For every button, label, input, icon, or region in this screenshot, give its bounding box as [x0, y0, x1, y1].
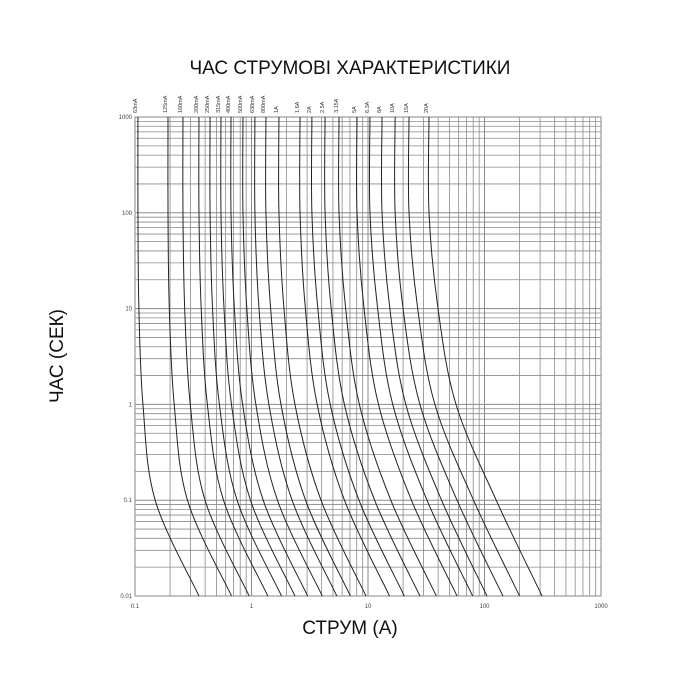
- fuse-curve-10A: [394, 116, 504, 597]
- fuse-curve-6.3A: [368, 116, 474, 597]
- chart-title: ЧАС СТРУМОВІ ХАРАКТЕРИСТИКИ: [189, 58, 511, 79]
- y-tick-label: 100: [122, 211, 133, 217]
- curve-label: 2A: [307, 106, 313, 113]
- curve-label: 2.5A: [320, 101, 326, 113]
- curve-label: 1.6A: [295, 101, 301, 113]
- fuse-curve-2A: [310, 116, 405, 597]
- y-tick-label: 0.01: [120, 594, 132, 600]
- y-tick-label: 1000: [119, 115, 133, 121]
- curve-label: 1A: [274, 106, 280, 113]
- fuse-curve-15A: [407, 116, 521, 597]
- fuse-curve-1.6A: [299, 116, 390, 597]
- curve-label: 15A: [404, 103, 410, 113]
- curve-label: 500mA: [238, 95, 244, 113]
- fuse-curve-500mA: [242, 116, 323, 597]
- curve-label: 200mA: [194, 95, 200, 113]
- x-tick-label: 100: [479, 604, 490, 610]
- curve-label: 10A: [390, 103, 396, 113]
- fuse-curve-63mA: [137, 116, 200, 597]
- curve-label: 400mA: [226, 95, 232, 113]
- fuse-curve-315mA: [220, 116, 296, 597]
- fuse-curve-20A: [427, 116, 543, 597]
- fuse-curve-200mA: [198, 116, 269, 597]
- x-tick-label: 0.1: [131, 604, 140, 610]
- fuse-curve-125mA: [167, 116, 232, 597]
- fuse-curve-160mA: [182, 116, 250, 597]
- x-tick-label: 1: [250, 604, 254, 610]
- y-tick-label: 1: [129, 402, 133, 408]
- y-tick-label: 0.1: [124, 498, 133, 504]
- fuse-curve-630mA: [254, 116, 338, 597]
- fuse-curve-3.15A: [338, 116, 437, 597]
- curve-label: 3.15A: [334, 98, 340, 113]
- plot-frame: [134, 116, 602, 597]
- fuse-curve-8A: [380, 116, 488, 597]
- curve-label: 630mA: [250, 95, 256, 113]
- y-tick-label: 10: [125, 307, 132, 313]
- x-axis-label: СТРУМ (A): [302, 618, 398, 639]
- fuse-curve-2.5A: [324, 116, 421, 597]
- curve-label: 6.3A: [365, 101, 371, 113]
- curve-label: 250mA: [205, 95, 211, 113]
- fuse-curve-800mA: [265, 116, 351, 597]
- curve-label: 20A: [424, 103, 430, 113]
- curve-label: 160mA: [178, 95, 184, 113]
- curve-label: 800mA: [261, 95, 267, 113]
- curve-label: 315mA: [216, 95, 222, 113]
- fuse-curve-250mA: [209, 116, 282, 597]
- curve-label: 8A: [377, 106, 383, 113]
- x-tick-label: 1000: [594, 604, 608, 610]
- curve-label: 63mA: [133, 98, 139, 113]
- fuse-curve-1A: [278, 116, 367, 597]
- fuse-curve-400mA: [230, 116, 309, 597]
- curve-label: 5A: [352, 106, 358, 113]
- curve-label: 125mA: [163, 95, 169, 113]
- x-tick-label: 10: [365, 604, 372, 610]
- fuse-curve-5A: [356, 116, 458, 597]
